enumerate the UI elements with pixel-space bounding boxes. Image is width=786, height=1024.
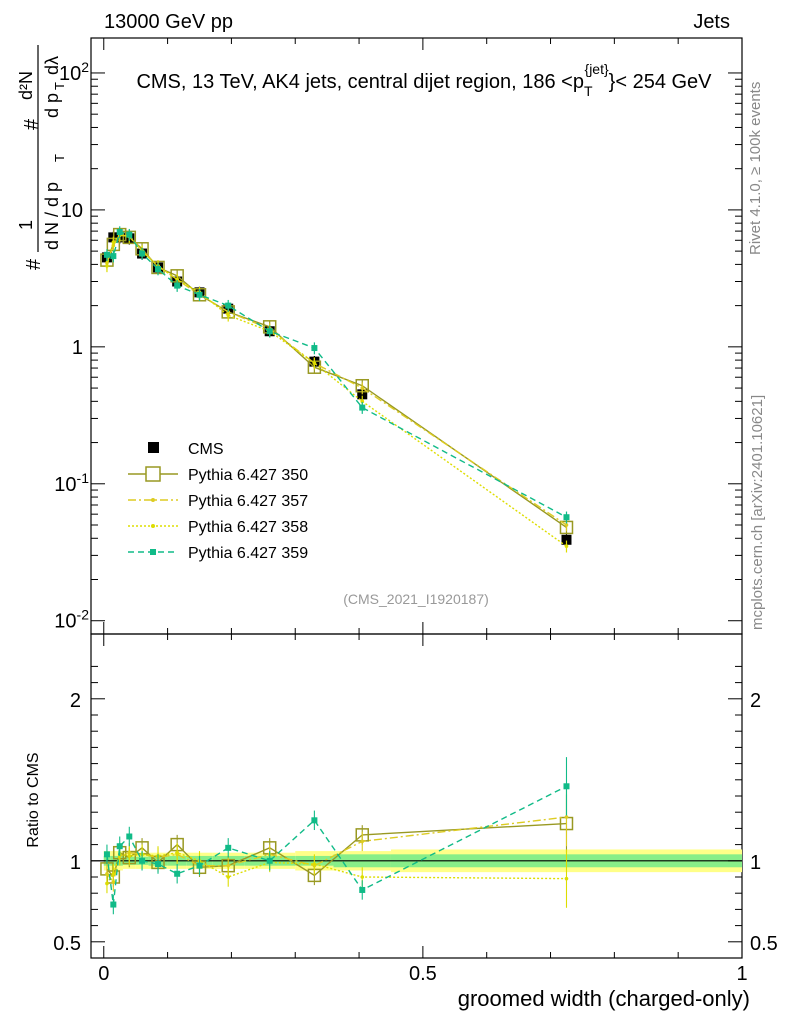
pythia359-point [139, 250, 146, 257]
series-point [226, 313, 231, 318]
y-tick-label: 10-1 [54, 470, 89, 496]
ratio-point [105, 881, 109, 886]
rivet-version-label: Rivet 4.1.0, ≥ 100k events [747, 82, 764, 255]
pythia359-point [155, 266, 162, 273]
ratio-point-359 [196, 862, 203, 869]
ratio-point-359 [126, 833, 133, 840]
ratio-point [127, 854, 132, 858]
series-point [564, 523, 569, 527]
mcplots-source-label: mcplots.cern.ch [arXiv:2401.10621] [749, 395, 766, 630]
legend-label: Pythia 6.427 359 [188, 545, 308, 562]
svg-text:d p: d p [42, 93, 62, 118]
ratio-point-359 [174, 870, 181, 877]
y-axis-label-ratio: Ratio to CMS [25, 752, 42, 847]
ratio-point [360, 875, 365, 879]
header-process: Jets [693, 11, 730, 33]
ratio-point [312, 862, 317, 866]
x-tick-label: 0 [98, 963, 109, 985]
ratio-point-359 [311, 817, 318, 824]
svg-text:#: # [21, 118, 43, 130]
ratio-y-tick-label-right: 1 [750, 852, 761, 874]
pythia359-point [103, 251, 110, 258]
legend-label: CMS [188, 441, 224, 458]
svg-text:d N / d p: d N / d p [42, 182, 62, 250]
ratio-point [226, 875, 231, 879]
legend-label: Pythia 6.427 357 [188, 493, 308, 510]
ratio-point-359 [139, 857, 146, 864]
x-tick-label: 1 [736, 963, 747, 985]
ratio-point-359 [155, 861, 162, 868]
svg-text:d²N: d²N [16, 71, 36, 100]
analysis-tag: (CMS_2021_I1920187) [343, 591, 489, 607]
pythia359-point [126, 231, 133, 238]
series-point [111, 240, 116, 245]
series-point [105, 264, 109, 268]
pythia359-point [196, 291, 203, 298]
svg-text:T: T [52, 154, 67, 162]
ratio-y-tick-label-right: 0.5 [750, 933, 778, 955]
ratio-point-359 [116, 843, 123, 850]
y-axis-label-main: # 1 d N / d p T # d²N d p T dλ [16, 45, 67, 270]
y-tick-label: 10-2 [54, 607, 89, 633]
legend-label: Pythia 6.427 350 [188, 467, 308, 484]
ratio-point [564, 876, 569, 881]
ratio-point [564, 815, 569, 819]
ratio-point [111, 871, 116, 876]
cms-data-point [561, 534, 572, 545]
legend-marker [151, 498, 155, 502]
pythia359-point [563, 514, 570, 521]
pythia359-point [359, 404, 366, 411]
y-tick-label: 1 [72, 337, 83, 359]
ratio-point [175, 850, 179, 855]
series-point [360, 399, 365, 404]
ratio-point-359 [359, 886, 366, 893]
legend-marker [145, 466, 161, 482]
ratio-point [360, 839, 365, 844]
series-point [312, 361, 317, 365]
svg-text:#: # [23, 258, 45, 270]
svg-text:T: T [52, 82, 67, 90]
ratio-y-tick-label: 1 [70, 852, 81, 874]
ratio-point-359 [225, 844, 232, 851]
y-tick-label: 10 [61, 200, 83, 222]
series-point [175, 277, 179, 282]
x-tick-label: 0.5 [409, 963, 437, 985]
x-axis-label: groomed width (charged-only) [458, 986, 750, 1011]
ratio-point-359 [103, 851, 110, 858]
y-tick-label: 102 [59, 59, 89, 85]
pythia359-point [266, 328, 273, 335]
ratio-y-tick-label: 0.5 [53, 933, 81, 955]
ratio-point [226, 863, 231, 868]
chart-title: CMS, 13 TeV, AK4 jets, central dijet reg… [136, 61, 712, 99]
svg-text:dλ: dλ [42, 56, 62, 75]
legend-label: Pythia 6.427 358 [188, 519, 308, 536]
series-point [564, 544, 569, 549]
legend-marker-cms [148, 442, 159, 453]
series-point [360, 386, 365, 390]
pythia359-point [110, 253, 117, 260]
ratio-point-359 [266, 857, 273, 864]
ratio-y-tick-label-right: 2 [750, 690, 761, 712]
ratio-y-tick-label: 2 [70, 690, 81, 712]
pythia359-point [225, 302, 232, 309]
legend-marker [151, 524, 155, 528]
ratio-point-359 [563, 783, 570, 790]
ratio-plot-frame [90, 633, 743, 959]
svg-text:1: 1 [16, 220, 36, 230]
pythia359-point [174, 282, 181, 289]
legend-marker [150, 549, 156, 555]
pythia359-point [311, 345, 318, 352]
ratio-point-359 [110, 901, 117, 908]
pythia359-point [116, 228, 123, 235]
header-energy: 13000 GeV pp [104, 11, 233, 33]
